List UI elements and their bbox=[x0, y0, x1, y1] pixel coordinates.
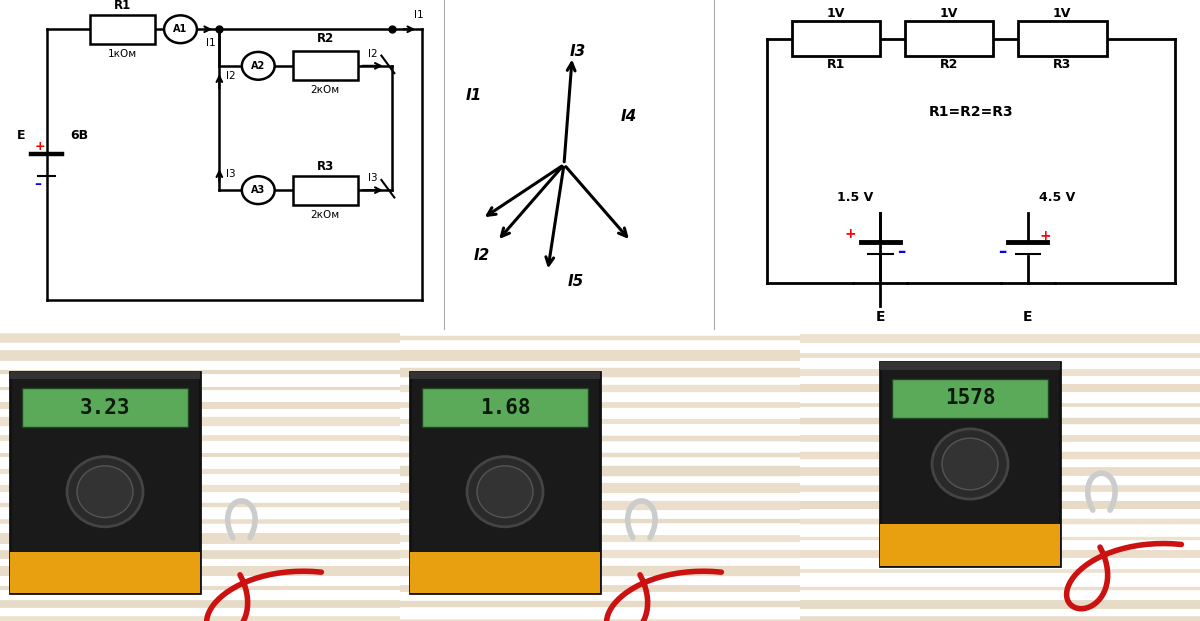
Circle shape bbox=[164, 16, 197, 43]
Bar bbox=[410, 371, 600, 379]
Circle shape bbox=[942, 438, 998, 490]
Text: +: + bbox=[35, 140, 46, 153]
Text: E: E bbox=[17, 129, 25, 142]
Text: R1=R2=R3: R1=R2=R3 bbox=[929, 105, 1014, 119]
Bar bbox=[880, 363, 1060, 369]
Bar bbox=[90, 15, 155, 44]
Bar bbox=[792, 21, 881, 56]
Text: 4.5 V: 4.5 V bbox=[1039, 191, 1075, 204]
Text: 6В: 6В bbox=[71, 129, 89, 142]
Bar bbox=[22, 388, 188, 427]
Text: I3: I3 bbox=[570, 44, 586, 59]
Text: A3: A3 bbox=[251, 185, 265, 195]
Circle shape bbox=[467, 456, 542, 527]
Text: 1V: 1V bbox=[940, 7, 959, 20]
Text: –: – bbox=[998, 243, 1007, 261]
Text: 1V: 1V bbox=[827, 7, 845, 20]
Circle shape bbox=[242, 52, 275, 79]
Circle shape bbox=[242, 176, 275, 204]
Bar bbox=[10, 371, 200, 593]
Text: 2кОм: 2кОм bbox=[311, 85, 340, 95]
Text: +: + bbox=[1039, 229, 1051, 243]
Text: R3: R3 bbox=[317, 160, 334, 173]
Bar bbox=[410, 551, 600, 593]
Text: R2: R2 bbox=[940, 58, 959, 71]
Text: 1578: 1578 bbox=[944, 388, 995, 409]
Text: +: + bbox=[845, 227, 857, 241]
Text: R2: R2 bbox=[317, 32, 334, 45]
Text: 2кОм: 2кОм bbox=[311, 210, 340, 220]
Circle shape bbox=[67, 456, 143, 527]
Bar bbox=[410, 371, 600, 593]
Text: I1: I1 bbox=[414, 11, 424, 20]
Text: E: E bbox=[876, 310, 884, 324]
Text: I3: I3 bbox=[226, 170, 235, 179]
Bar bbox=[10, 371, 200, 379]
Text: R3: R3 bbox=[1054, 58, 1072, 71]
Text: I1: I1 bbox=[206, 38, 216, 48]
Text: –: – bbox=[35, 178, 42, 191]
Text: 3.23: 3.23 bbox=[79, 397, 131, 418]
Bar bbox=[422, 388, 588, 427]
Text: I5: I5 bbox=[568, 274, 584, 289]
Text: E: E bbox=[1024, 310, 1032, 324]
Text: –: – bbox=[898, 243, 906, 261]
Bar bbox=[1018, 21, 1106, 56]
Bar bbox=[293, 51, 358, 81]
Bar bbox=[905, 21, 994, 56]
Text: I2: I2 bbox=[474, 248, 490, 263]
Circle shape bbox=[932, 429, 1008, 499]
Bar bbox=[293, 176, 358, 205]
Text: I3: I3 bbox=[368, 173, 378, 183]
Text: I2: I2 bbox=[226, 71, 235, 81]
Text: 1V: 1V bbox=[1054, 7, 1072, 20]
Text: A2: A2 bbox=[251, 61, 265, 71]
Bar bbox=[10, 551, 200, 593]
Text: 1кОм: 1кОм bbox=[108, 48, 137, 58]
Text: R1: R1 bbox=[114, 0, 131, 12]
Circle shape bbox=[478, 466, 533, 517]
Circle shape bbox=[77, 466, 133, 517]
Text: 1.5 V: 1.5 V bbox=[838, 191, 874, 204]
Bar bbox=[880, 524, 1060, 566]
Bar bbox=[892, 379, 1048, 418]
Text: A1: A1 bbox=[173, 24, 187, 34]
Text: I2: I2 bbox=[368, 48, 378, 58]
Text: R1: R1 bbox=[827, 58, 845, 71]
Text: 1.68: 1.68 bbox=[480, 397, 530, 418]
Text: I1: I1 bbox=[466, 88, 482, 102]
Text: I4: I4 bbox=[620, 109, 637, 124]
Bar bbox=[880, 363, 1060, 566]
